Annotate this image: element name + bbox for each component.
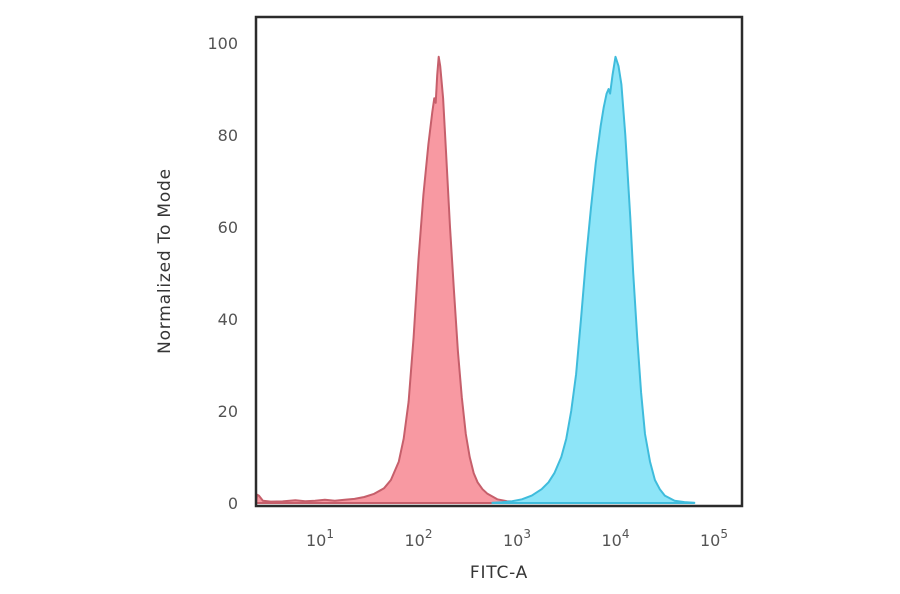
x-tick-label-1e5: 105: [700, 527, 728, 550]
blue-test-histogram-area: [491, 55, 696, 504]
x-tick-exponent: 1: [326, 527, 334, 541]
red-control-histogram-area: [255, 55, 548, 504]
x-axis-title: FITC-A: [470, 563, 528, 583]
y-tick-label-100: 100: [207, 34, 238, 53]
y-tick-label-60: 60: [218, 218, 238, 237]
x-tick-label-1e3: 103: [503, 527, 531, 550]
y-tick-label-20: 20: [218, 402, 238, 421]
y-tick-label-0: 0: [228, 494, 238, 513]
y-tick-label-80: 80: [218, 126, 238, 145]
y-tick-label-40: 40: [218, 310, 238, 329]
x-tick-label-1e1: 101: [306, 527, 334, 550]
x-tick-exponent: 5: [720, 527, 728, 541]
y-axis-title: Normalized To Mode: [155, 168, 175, 354]
x-tick-label-1e4: 104: [602, 527, 630, 550]
x-tick-exponent: 2: [425, 527, 433, 541]
x-tick-exponent: 3: [523, 527, 531, 541]
plot-border: [254, 15, 744, 508]
series-layer: [255, 55, 696, 504]
x-tick-exponent: 4: [622, 527, 630, 541]
x-tick-label-1e2: 102: [405, 527, 433, 550]
